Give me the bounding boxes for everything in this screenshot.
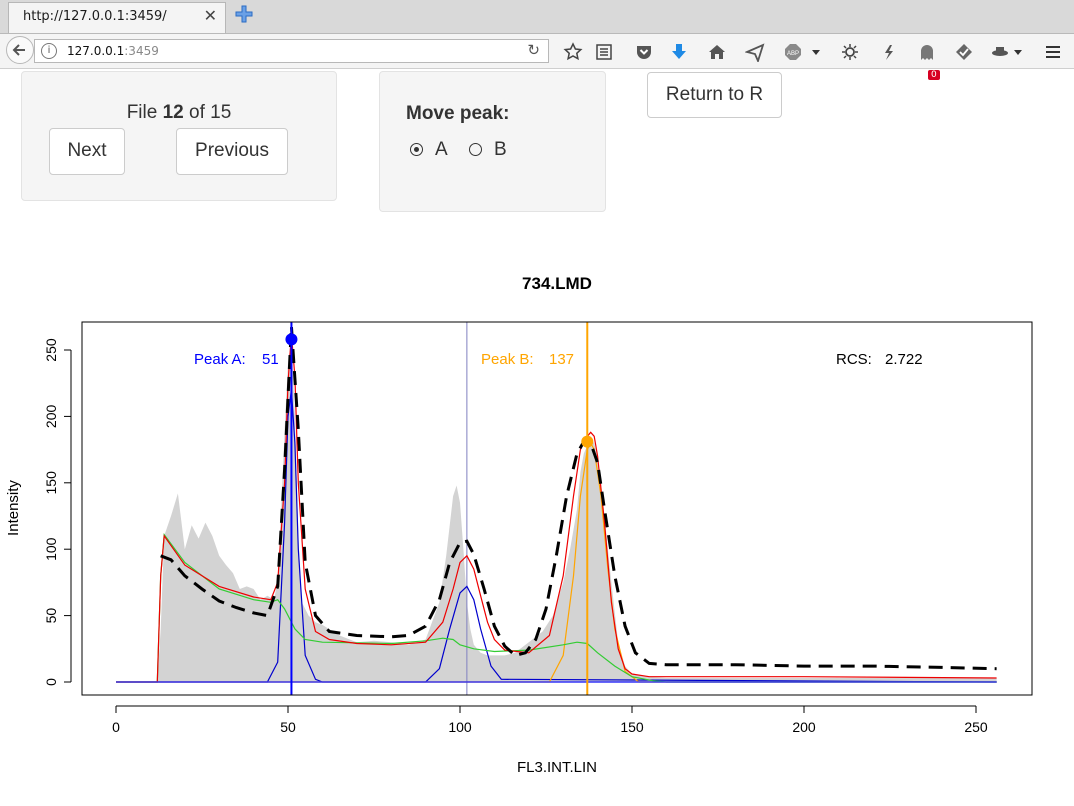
tab-title: http://127.0.0.1:3459/: [23, 9, 167, 24]
file-navigation-panel: File 12 of 15 Next Previous: [21, 71, 337, 201]
x-tick-label: 100: [448, 719, 472, 735]
chevron-down-icon[interactable]: [810, 42, 822, 62]
histogram-chart: 734.LMD 0 50 100 150 200 250 0 50 100 150 200 250 F…: [5, 274, 1033, 776]
y-tick-label: 50: [43, 608, 59, 624]
x-tick-label: 250: [964, 719, 988, 735]
radio-label-b[interactable]: B: [494, 139, 507, 160]
close-tab-icon[interactable]: ✕: [203, 6, 217, 25]
next-button[interactable]: Next: [49, 128, 125, 175]
pocket-icon[interactable]: [634, 42, 654, 62]
back-arrow-icon: [12, 44, 25, 56]
x-tick-label: 0: [112, 719, 120, 735]
model-fit-line: [160, 326, 997, 671]
extension-diamond-icon[interactable]: [954, 42, 974, 62]
component-a-g2-line: [116, 585, 997, 683]
file-current-number: 12: [162, 102, 184, 123]
plot-area: [116, 322, 997, 695]
back-button[interactable]: [6, 36, 34, 64]
file-counter-prefix: File: [126, 102, 163, 123]
move-peak-panel: Move peak: A B: [379, 71, 606, 212]
new-tab-icon[interactable]: [234, 4, 254, 24]
extension-gear-icon[interactable]: [840, 42, 860, 62]
file-counter-suffix: of 15: [183, 102, 232, 123]
extension-hook-icon[interactable]: [878, 42, 898, 62]
url-bar[interactable]: i 127.0.0.1:3459 ↻: [34, 39, 549, 63]
svg-text:ABP: ABP: [787, 51, 799, 57]
file-counter: File 12 of 15: [22, 102, 336, 124]
total-fit-line: [116, 334, 997, 683]
url-port: :3459: [124, 44, 159, 58]
radio-selected-dot: [414, 147, 419, 152]
y-tick-label: 250: [43, 338, 59, 362]
x-tick-label: 200: [792, 719, 816, 735]
ghostery-icon[interactable]: [917, 42, 937, 62]
y-tick-label: 200: [43, 405, 59, 429]
extension-spy-icon[interactable]: [990, 42, 1010, 62]
peak-a-value: 51: [262, 351, 279, 368]
component-a-line: [116, 389, 997, 683]
download-icon[interactable]: [669, 42, 689, 62]
radio-peak-a[interactable]: [410, 143, 423, 156]
peak-a-point: [285, 333, 298, 346]
adblock-icon[interactable]: ABP: [783, 42, 803, 62]
chevron-down-icon[interactable]: [1012, 42, 1024, 62]
reader-view-icon[interactable]: [594, 42, 614, 62]
url-text: 127.0.0.1:3459: [67, 44, 159, 58]
home-icon[interactable]: [707, 42, 727, 62]
hamburger-menu-icon[interactable]: [1043, 42, 1063, 62]
notification-badge: 0: [928, 70, 940, 80]
previous-button[interactable]: Previous: [176, 128, 288, 175]
reload-icon[interactable]: ↻: [527, 41, 540, 59]
return-to-r-button[interactable]: Return to R: [647, 72, 782, 118]
peak-a-label: Peak A:: [194, 351, 246, 368]
rcs-label: RCS:: [836, 351, 872, 368]
y-tick-label: 0: [43, 678, 59, 686]
peak-b-value: 137: [549, 351, 574, 368]
x-axis-label: FL3.INT.LIN: [517, 759, 597, 776]
debris-line: [116, 532, 997, 683]
browser-tab-bar: http://127.0.0.1:3459/ ✕: [0, 0, 1074, 34]
peak-b-point: [581, 435, 594, 448]
move-peak-title: Move peak:: [406, 103, 510, 124]
plot-border: [81, 321, 1033, 696]
browser-nav-bar: i 127.0.0.1:3459 ↻ ABP 0: [0, 34, 1074, 80]
url-host: 127.0.0.1: [67, 44, 125, 58]
y-tick-label: 150: [43, 471, 59, 495]
histogram-area: [116, 339, 997, 682]
x-tick-label: 50: [280, 719, 296, 735]
radio-label-a[interactable]: A: [435, 139, 448, 160]
y-tick-label: 100: [43, 537, 59, 561]
x-tick-label: 150: [620, 719, 644, 735]
y-axis-label: Intensity: [5, 480, 22, 536]
rcs-value: 2.722: [885, 351, 923, 368]
axes: 0 50 100 150 200 250 0 50 100 150 200 250: [43, 338, 988, 735]
peak-b-label: Peak B:: [481, 351, 534, 368]
radio-peak-b[interactable]: [469, 143, 482, 156]
chart-title: 734.LMD: [522, 274, 592, 293]
bookmark-star-icon[interactable]: [563, 42, 583, 62]
browser-tab[interactable]: http://127.0.0.1:3459/ ✕: [8, 2, 226, 33]
site-info-icon[interactable]: i: [41, 43, 57, 59]
send-tab-icon[interactable]: [745, 42, 765, 62]
